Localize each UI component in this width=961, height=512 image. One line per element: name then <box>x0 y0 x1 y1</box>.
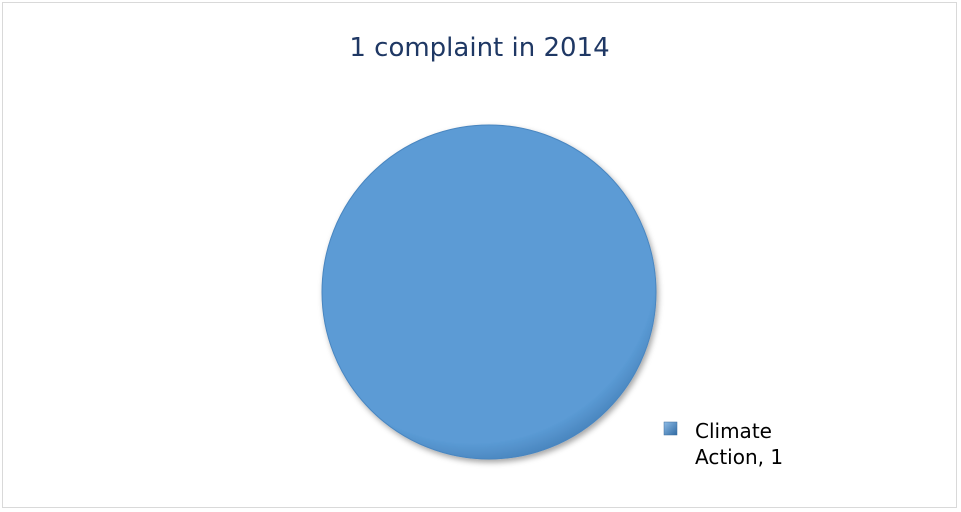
pie-slice-climate-action <box>321 124 657 460</box>
legend-marker <box>663 421 678 436</box>
slice-data-label: Climate Action, 1 <box>695 418 835 470</box>
chart-title: 1 complaint in 2014 <box>349 33 610 63</box>
slice-data-label-text: Climate Action, 1 <box>695 419 784 469</box>
